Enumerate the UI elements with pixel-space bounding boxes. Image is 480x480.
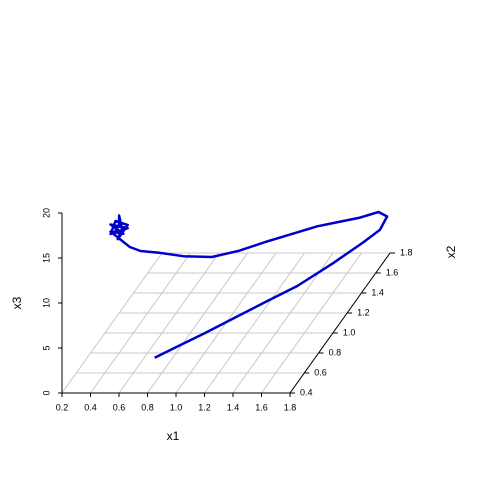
x-tick-label: 0.8 [141, 402, 154, 412]
grid-line [90, 252, 191, 394]
y-tick-label: 1.6 [386, 267, 399, 277]
x-tick-label: 0.6 [113, 402, 126, 412]
x-tick-label: 1.4 [227, 402, 240, 412]
y-tick-label: 0.8 [329, 347, 342, 357]
z-axis-label: x3 [10, 296, 24, 309]
grid-line [261, 252, 362, 394]
grid-line [204, 252, 305, 394]
grid-line [232, 252, 334, 394]
z-tick-label: 0 [41, 390, 51, 395]
x-tick-label: 0.2 [56, 402, 69, 412]
y-tick-label: 1.0 [343, 327, 356, 337]
y-tick-label: 0.6 [314, 367, 327, 377]
x-axis-label: x1 [167, 429, 180, 443]
y-axis [289, 252, 391, 394]
y-tick-label: 0.4 [300, 387, 313, 397]
y-tick-label: 1.8 [400, 247, 413, 257]
y-tick-label: 1.2 [357, 307, 370, 317]
grid-line [118, 252, 220, 394]
x-tick-label: 1.2 [198, 402, 211, 412]
z-tick-label: 5 [41, 345, 51, 350]
trajectory [109, 210, 389, 359]
grid-line [147, 252, 248, 394]
x-tick-label: 1.8 [284, 402, 297, 412]
x-tick-label: 1.6 [255, 402, 268, 412]
y-tick-label: 1.4 [371, 287, 384, 297]
x-tick-label: 1.0 [170, 402, 183, 412]
z-tick-label: 15 [41, 253, 51, 263]
z-tick-label: 20 [41, 208, 51, 218]
z-tick-label: 10 [41, 298, 51, 308]
x-tick-label: 0.4 [84, 402, 97, 412]
y-axis-label: x2 [444, 245, 458, 258]
grid-line [61, 252, 163, 394]
